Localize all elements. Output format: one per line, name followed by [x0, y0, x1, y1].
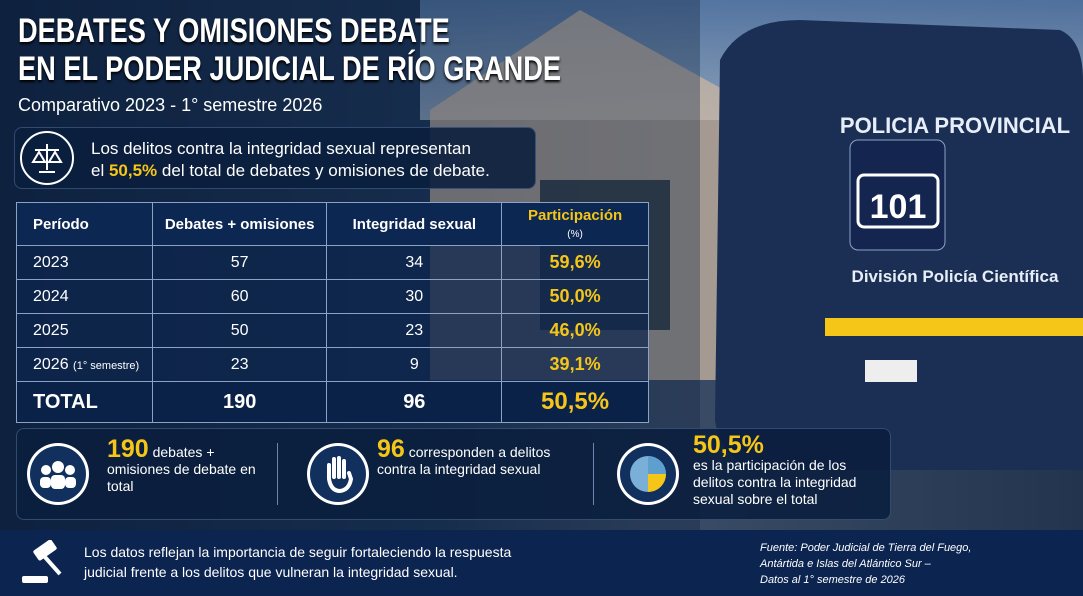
column-title: Participación — [527, 207, 623, 224]
table-row: 2025 50 23 46,0% — [16, 313, 649, 348]
stat-value: 50,5% — [693, 431, 764, 459]
period: 2023 — [33, 253, 69, 271]
cell: 46,0% — [501, 313, 649, 348]
cell: 60 — [151, 279, 328, 314]
column-title: Período — [33, 215, 89, 233]
cell: 2026 (1° semestre) — [16, 347, 153, 382]
stat-text: debates + omisiones de debate en total — [107, 444, 256, 494]
cell: 23 — [151, 347, 328, 382]
value: 57 — [230, 253, 249, 271]
highlight-text: del total de debates y omisiones de deba… — [161, 161, 490, 180]
scale-icon — [20, 131, 74, 185]
period: 2026 — [33, 355, 69, 373]
stats-panel: 190 debates + omisiones de debate en tot… — [16, 428, 891, 520]
period: 2024 — [33, 287, 69, 305]
value: 46,0% — [549, 320, 601, 340]
source: Datos al 1° semestre de 2026 — [760, 574, 906, 586]
value: 50 — [230, 321, 249, 339]
cell: 50 — [151, 313, 328, 348]
cell: 2025 — [16, 313, 153, 348]
cell: 59,6% — [501, 245, 649, 280]
van-division: División Policía Científica — [852, 267, 1059, 286]
stat-value: 96 — [377, 435, 405, 463]
stat-value: 190 — [107, 435, 149, 463]
period: 2025 — [33, 321, 69, 339]
column-header: Participación (%) — [501, 202, 649, 246]
table-row: 2023 57 34 59,6% — [16, 245, 649, 280]
header-row: Período Debates + omisiones Integridad sex… — [16, 202, 649, 246]
table-row: 2026 (1° semestre) 23 9 39,1% — [16, 347, 649, 382]
value: 30 — [405, 287, 424, 305]
gavel-icon — [22, 540, 62, 583]
cell: 50,5% — [501, 381, 649, 423]
van-phone: 101 — [870, 188, 927, 226]
highlight-value: 50,5% — [108, 161, 158, 180]
column-header: Debates + omisiones — [151, 202, 328, 246]
van-text: POLICIA PROVINCIAL — [840, 113, 1070, 138]
value: 50,5% — [541, 388, 610, 415]
value: 23 — [405, 321, 424, 339]
period: TOTAL — [33, 390, 98, 413]
cell: 57 — [151, 245, 328, 280]
cell: 34 — [326, 245, 503, 280]
cell: 2023 — [16, 245, 153, 280]
table-row: 2024 60 30 50,0% — [16, 279, 649, 314]
cell: 30 — [326, 279, 503, 314]
column-title: Integridad sexual — [352, 215, 476, 233]
footer-text: Los datos reflejan la importancia de seg… — [84, 544, 512, 580]
data-table: Período Debates + omisiones Integridad sex… — [16, 202, 649, 423]
column-header: Integridad sexual — [326, 202, 503, 246]
subtitle: Comparativo 2023 - 1° semestre 2026 — [18, 95, 323, 115]
cell: 50,0% — [501, 279, 649, 314]
source: Fuente: Poder Judicial de Tierra del Fue… — [760, 542, 972, 554]
cell: 2024 — [16, 279, 153, 314]
hand-icon — [307, 443, 369, 505]
value: 190 — [222, 390, 257, 413]
people-icon — [27, 443, 89, 505]
unit: (%) — [567, 229, 583, 240]
table-row: TOTAL 190 96 50,5% — [16, 381, 649, 423]
footer: Los datos reflejan la importancia de seg… — [0, 530, 1083, 596]
cell: 23 — [326, 313, 503, 348]
value: 59,6% — [549, 252, 601, 272]
cell: 96 — [326, 381, 503, 423]
column-title: Debates + omisiones — [164, 215, 315, 233]
title: DEBATES Y OMISIONES DEBATE — [18, 12, 450, 50]
column-header: Período — [16, 202, 153, 246]
cell: TOTAL — [16, 381, 153, 423]
value: 34 — [405, 253, 424, 271]
cell: 190 — [151, 381, 328, 423]
highlight-text: el — [91, 161, 105, 180]
stat-text: es la participación de los delitos contr… — [693, 457, 857, 507]
highlight-box: Los delitos contra la integridad sexual … — [14, 127, 536, 189]
value: 96 — [403, 390, 426, 413]
value: 23 — [230, 355, 249, 373]
title: EN EL PODER JUDICIAL DE RÍO GRANDE — [18, 50, 562, 88]
value: 9 — [409, 355, 419, 373]
highlight-text: Los delitos contra la integridad sexual … — [91, 139, 471, 158]
value: 50,0% — [549, 286, 601, 306]
value: 39,1% — [549, 354, 601, 374]
value: 60 — [230, 287, 249, 305]
cell: 39,1% — [501, 347, 649, 382]
stat-text: corresponden a delitos contra la integri… — [377, 444, 551, 477]
cell: 9 — [326, 347, 503, 382]
source: Antártida e Islas del Atlántico Sur – — [760, 558, 931, 570]
period-note: (1° semestre) — [73, 359, 140, 372]
pie-icon — [617, 443, 679, 505]
